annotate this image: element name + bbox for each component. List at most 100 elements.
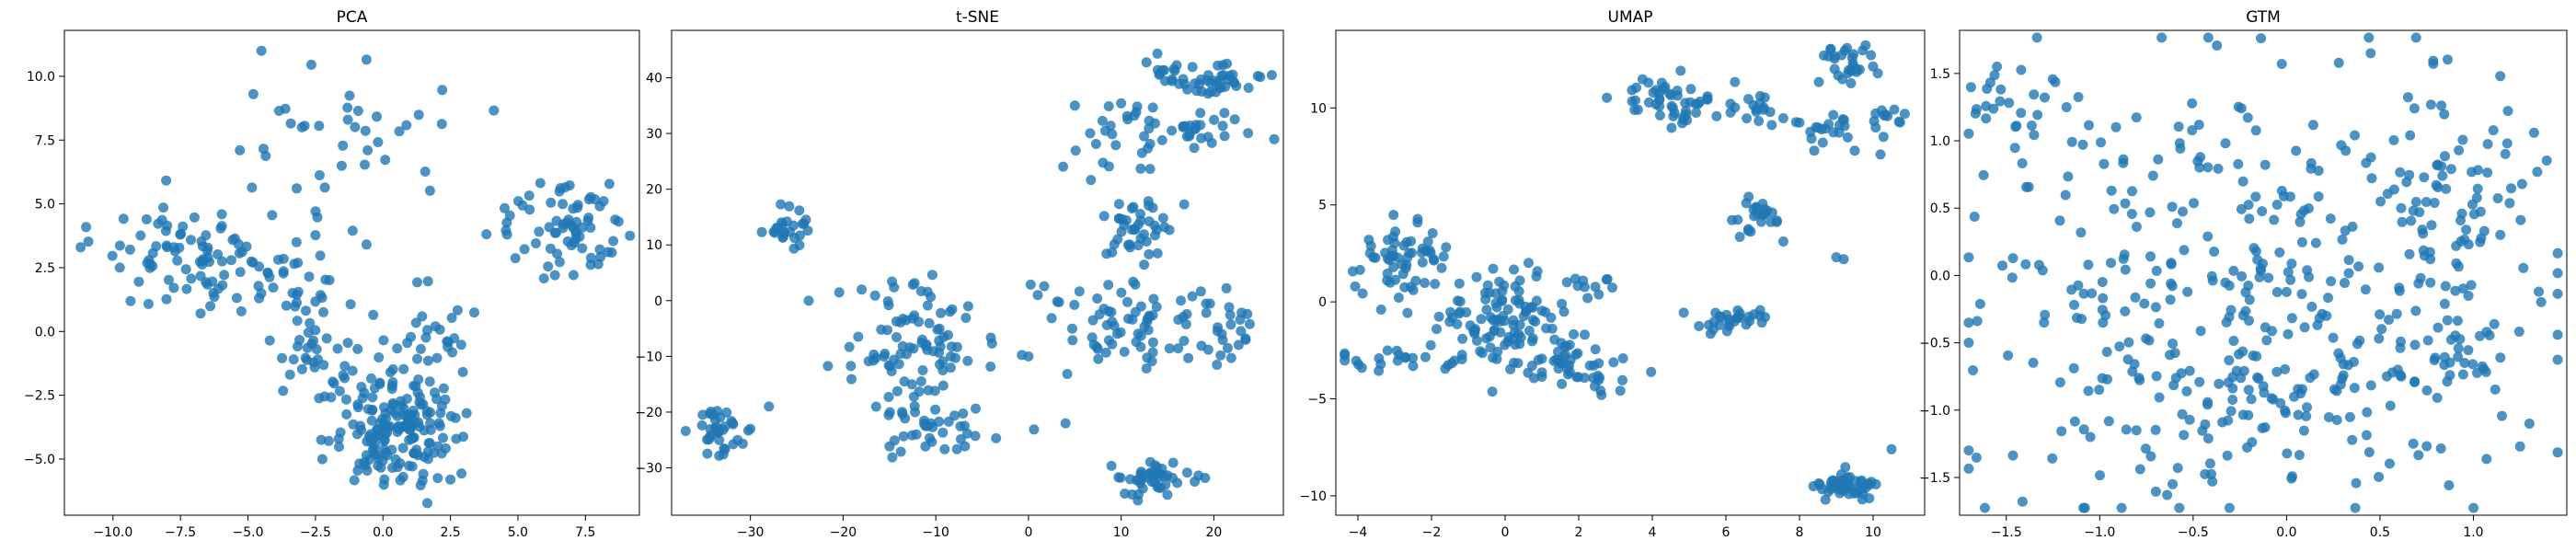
umap-axes-frame — [1335, 29, 1926, 516]
data-point — [564, 180, 575, 190]
y-tick-label: 5.0 — [35, 198, 55, 213]
data-point — [1627, 96, 1638, 107]
data-point — [1755, 216, 1766, 227]
pca-points — [75, 45, 636, 509]
data-point — [2177, 408, 2188, 420]
data-point — [2179, 430, 2190, 441]
data-point — [603, 247, 614, 258]
data-point — [2385, 400, 2396, 411]
data-point — [1572, 348, 1583, 359]
data-point — [1103, 280, 1114, 291]
data-point — [2172, 463, 2183, 474]
data-point — [2552, 247, 2563, 259]
data-point — [2444, 480, 2455, 490]
data-point — [1181, 308, 1192, 319]
data-point — [2244, 213, 2255, 224]
data-point — [2244, 316, 2254, 326]
data-point — [1646, 366, 1657, 377]
data-point — [2295, 209, 2306, 220]
data-point — [1590, 282, 1601, 293]
data-point — [2365, 48, 2376, 59]
data-point — [1441, 242, 1452, 253]
data-point — [256, 288, 267, 299]
data-point — [1507, 334, 1518, 344]
data-point — [908, 343, 919, 354]
data-point — [910, 407, 921, 418]
data-point — [1596, 389, 1607, 400]
data-point — [2453, 343, 2464, 354]
data-point — [340, 394, 351, 405]
data-point — [2467, 199, 2478, 210]
data-point — [432, 473, 443, 484]
data-point — [2413, 450, 2424, 461]
data-point — [1417, 257, 1428, 268]
data-point — [2402, 92, 2413, 103]
data-point — [908, 391, 919, 402]
data-point — [1455, 296, 1466, 307]
x-tick-label: −10.0 — [93, 525, 132, 540]
data-point — [1965, 82, 1976, 93]
data-point — [1734, 308, 1745, 319]
data-point — [186, 273, 197, 284]
data-point — [1269, 133, 1280, 144]
data-point — [2174, 502, 2185, 513]
data-point — [2410, 32, 2421, 43]
data-point — [1866, 50, 1877, 61]
data-point — [2094, 385, 2105, 396]
data-point — [1756, 317, 1767, 328]
data-point — [1399, 282, 1410, 293]
data-point — [144, 255, 155, 266]
data-point — [2335, 352, 2346, 363]
data-point — [2425, 277, 2436, 288]
data-point — [571, 216, 582, 227]
data-point — [2261, 335, 2272, 346]
data-point — [917, 365, 928, 375]
data-point — [1694, 321, 1705, 331]
data-point — [2016, 64, 2027, 75]
data-point — [235, 144, 246, 155]
data-point — [1225, 319, 1236, 330]
data-point — [1097, 115, 1108, 126]
data-point — [2179, 245, 2190, 256]
data-point — [937, 427, 949, 438]
data-point — [235, 267, 246, 278]
x-tick-label: 20 — [1206, 525, 1223, 540]
data-point — [181, 283, 192, 294]
data-point — [361, 54, 372, 65]
data-point — [1196, 132, 1207, 144]
data-point — [2004, 98, 2015, 109]
data-point — [1711, 110, 1722, 121]
data-point — [422, 276, 433, 287]
data-point — [1608, 357, 1619, 368]
data-point — [1524, 326, 1535, 336]
data-point — [262, 267, 273, 278]
data-point — [1527, 333, 1538, 344]
data-point — [2354, 335, 2365, 346]
data-point — [1039, 281, 1050, 292]
data-point — [291, 236, 302, 247]
data-point — [2489, 318, 2500, 329]
y-tick-label: 10 — [646, 238, 662, 253]
data-point — [897, 408, 908, 420]
data-point — [2395, 167, 2406, 178]
data-point — [2240, 287, 2251, 298]
data-point — [369, 432, 380, 443]
data-point — [281, 300, 292, 311]
data-point — [398, 403, 409, 413]
data-point — [2439, 109, 2450, 120]
data-point — [558, 199, 569, 210]
data-point — [1167, 457, 1179, 468]
data-point — [461, 408, 472, 419]
data-point — [1416, 247, 1427, 259]
data-point — [168, 282, 179, 293]
data-point — [1404, 247, 1415, 259]
data-point — [1509, 264, 1519, 275]
data-point — [75, 242, 86, 253]
data-point — [1617, 353, 1628, 363]
tsne-points — [680, 48, 1280, 506]
pca-subplot: PCA −10.0 −7.5 −5.0 −2.5 0.0 2.5 5.0 7.5 −5.0 −2.… — [24, 8, 640, 540]
data-point — [1759, 92, 1770, 103]
data-point — [2102, 374, 2112, 385]
data-point — [2306, 163, 2317, 174]
data-point — [247, 88, 259, 99]
